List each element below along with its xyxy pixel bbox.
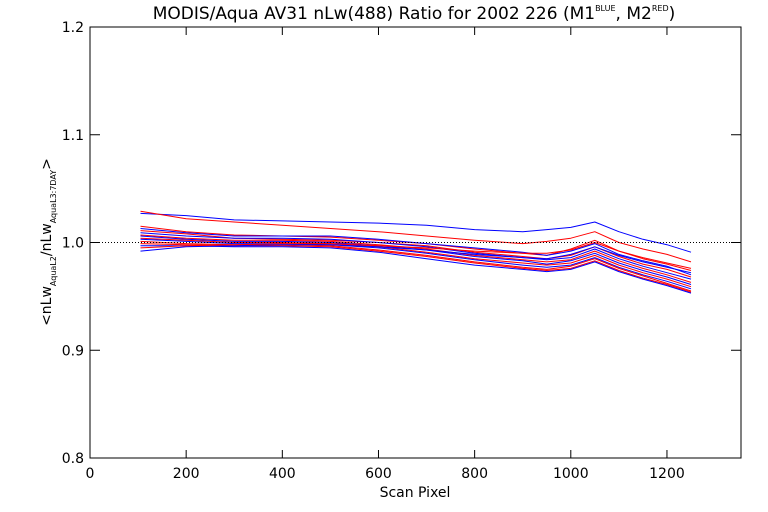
series-line <box>140 232 692 280</box>
y-tick-label: 0.9 <box>62 343 84 359</box>
x-tick-label: 600 <box>365 466 392 482</box>
series-line <box>140 210 692 263</box>
y-axis-title-part-2: /nLw <box>39 223 55 256</box>
x-tick-label: 1000 <box>553 466 589 482</box>
axes: 0 200 400 600 800 1000 1200 0.8 0.9 1.0 1.1 1.2 <box>62 20 742 482</box>
y-tick-label: 1.1 <box>62 128 84 144</box>
y-tick-label: 1.0 <box>62 236 84 252</box>
x-tick-label: 0 <box>86 466 95 482</box>
y-axis-title: <nLwAquaL2/nLwAquaL3:7DAY> <box>39 158 58 326</box>
chart-title-sup-blue: BLUE <box>595 4 615 13</box>
series-line <box>140 238 692 290</box>
y-axis-title-sub-1: AquaL2 <box>49 256 58 286</box>
y-axis-title-part-3: > <box>39 158 55 170</box>
chart-title: MODIS/Aqua AV31 nLw(488) Ratio for 2002 … <box>153 4 676 24</box>
y-tick-label: 0.8 <box>62 451 84 467</box>
chart-title-part-b: , M2 <box>616 4 652 24</box>
y-axis-title-part-1: <nLw <box>39 286 55 326</box>
y-axis-title-sub-2: AquaL3:7DAY <box>49 170 58 224</box>
x-tick-label: 200 <box>173 466 200 482</box>
x-tick-label: 400 <box>269 466 296 482</box>
series-line <box>140 230 692 278</box>
series-line <box>140 234 692 283</box>
series-layer <box>140 210 692 294</box>
chart-title-part-a: MODIS/Aqua AV31 nLw(488) Ratio for 2002 … <box>153 4 595 24</box>
series-line <box>140 235 692 285</box>
series-line <box>140 244 692 274</box>
series-line <box>140 245 692 294</box>
series-line <box>140 242 692 269</box>
chart-title-part-c: ) <box>669 4 676 24</box>
x-tick-label: 800 <box>461 466 488 482</box>
x-axis-title: Scan Pixel <box>380 485 451 501</box>
y-tick-label: 1.2 <box>62 20 84 36</box>
chart-title-sup-red: RED <box>652 4 669 13</box>
series-line <box>140 212 692 253</box>
series-line <box>140 228 692 276</box>
x-tick-label: 1200 <box>649 466 685 482</box>
